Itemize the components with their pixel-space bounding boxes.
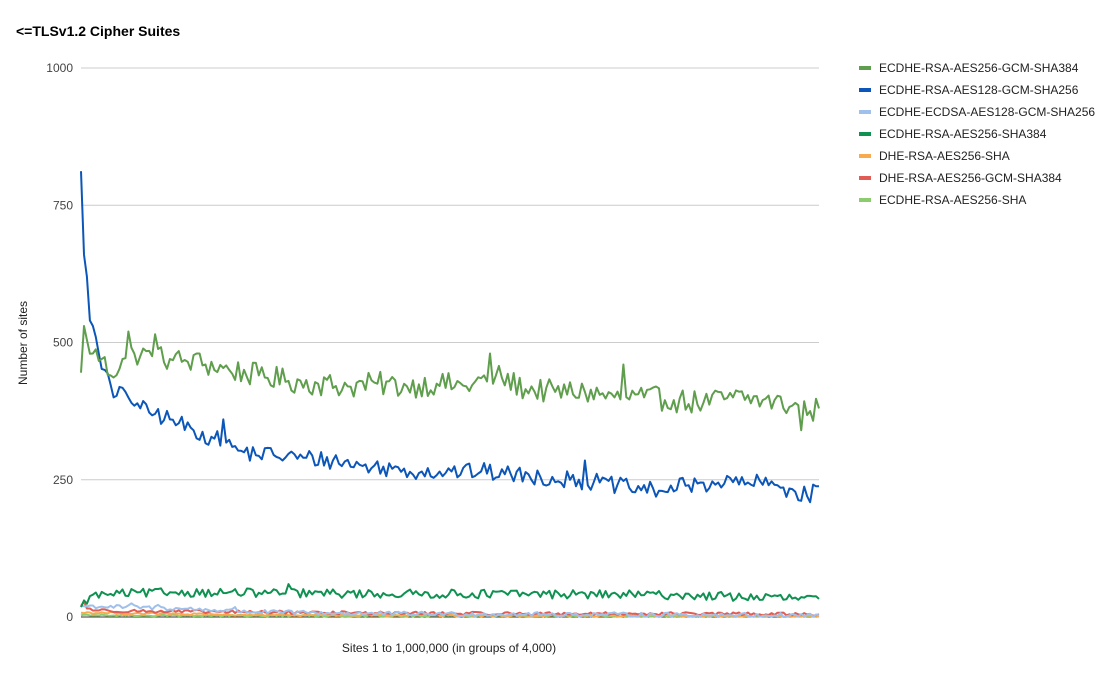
legend-swatch xyxy=(859,198,871,202)
series-line-ecdhe-rsa-aes256-sha384 xyxy=(80,583,820,608)
legend-label: ECDHE-RSA-AES256-GCM-SHA384 xyxy=(879,61,1079,75)
legend: ECDHE-RSA-AES256-GCM-SHA384 ECDHE-RSA-AES… xyxy=(859,61,1095,207)
legend-label: ECDHE-RSA-AES128-GCM-SHA256 xyxy=(879,83,1079,97)
y-axis-title: Number of sites xyxy=(16,301,30,385)
legend-label: DHE-RSA-AES256-SHA xyxy=(879,149,1010,163)
legend-swatch xyxy=(859,66,871,70)
legend-swatch xyxy=(859,176,871,180)
y-axis-ticks: 0 250 500 750 1000 xyxy=(46,61,73,624)
y-tick-label: 750 xyxy=(53,198,73,212)
legend-label: ECDHE-RSA-AES256-SHA xyxy=(879,193,1026,207)
series-line-ecdhe-ecdsa-aes128-gcm-sha256 xyxy=(80,602,820,618)
legend-swatch xyxy=(859,88,871,92)
series-line-ecdhe-rsa-aes256-gcm-sha384 xyxy=(80,325,820,432)
gridlines xyxy=(81,67,819,618)
legend-swatch xyxy=(859,132,871,136)
y-tick-label: 0 xyxy=(66,610,73,624)
legend-swatch xyxy=(859,154,871,158)
y-tick-label: 250 xyxy=(53,473,73,487)
series-line-ecdhe-rsa-aes128-gcm-sha256 xyxy=(80,171,820,504)
legend-label: DHE-RSA-AES256-GCM-SHA384 xyxy=(879,171,1062,185)
chart-title: <=TLSv1.2 Cipher Suites xyxy=(16,23,180,39)
legend-label: ECDHE-ECDSA-AES128-GCM-SHA256 xyxy=(879,105,1095,119)
legend-swatch xyxy=(859,110,871,114)
legend-label: ECDHE-RSA-AES256-SHA384 xyxy=(879,127,1047,141)
series-lines xyxy=(80,171,820,618)
y-tick-label: 1000 xyxy=(46,61,73,75)
y-tick-label: 500 xyxy=(53,336,73,350)
x-axis-title: Sites 1 to 1,000,000 (in groups of 4,000… xyxy=(342,641,556,655)
